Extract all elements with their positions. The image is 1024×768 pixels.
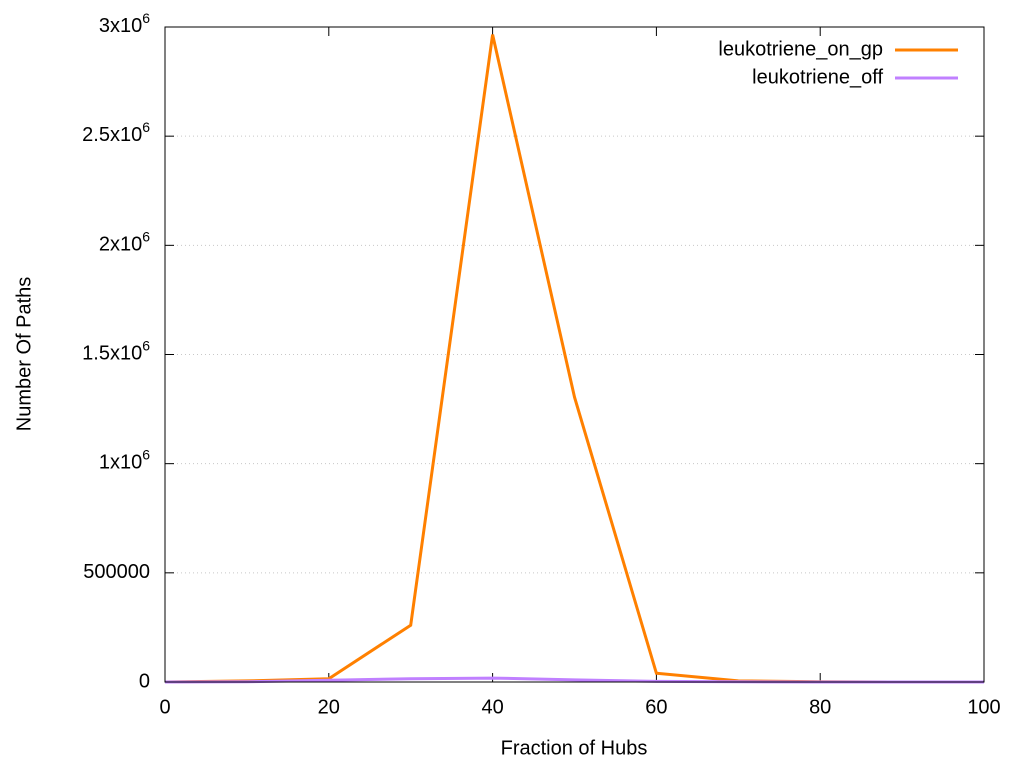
y-tick-label-exponent: 6 (142, 119, 150, 135)
x-tick-label: 0 (159, 696, 170, 718)
y-tick-label: 1.5x106 (82, 337, 150, 365)
plot-frame (164, 26, 985, 683)
legend-label: leukotriene_off (752, 66, 883, 88)
y-tick-label: 2x106 (99, 228, 150, 256)
y-tick-label-base: 1.5x10 (82, 343, 142, 365)
legend-label: leukotriene_on_gp (718, 38, 883, 60)
y-tick-label-exponent: 6 (142, 446, 150, 462)
y-axis-label: Number Of Paths (13, 277, 35, 432)
x-tick-label: 100 (967, 696, 1000, 718)
x-axis-label: Fraction of Hubs (501, 737, 648, 759)
x-tick-label: 80 (809, 696, 831, 718)
y-tick-label: 500000 (83, 561, 150, 583)
y-tick-label-exponent: 6 (142, 337, 150, 353)
y-tick-label-exponent: 6 (142, 228, 150, 244)
y-tick-label-base: 2x10 (99, 234, 142, 256)
x-tick-label: 60 (645, 696, 667, 718)
y-tick-label-exponent: 6 (142, 10, 150, 26)
x-tick-label: 40 (481, 696, 503, 718)
y-tick-label: 3x106 (99, 10, 150, 38)
y-tick-label: 2.5x106 (82, 119, 150, 147)
y-tick-label: 0 (139, 670, 150, 692)
x-tick-label: 20 (318, 696, 340, 718)
y-tick-label-base: 1x10 (99, 452, 142, 474)
y-tick-label-base: 2.5x10 (82, 124, 142, 146)
y-tick-label-base: 3x10 (99, 15, 142, 37)
y-tick-label: 1x106 (99, 446, 150, 474)
